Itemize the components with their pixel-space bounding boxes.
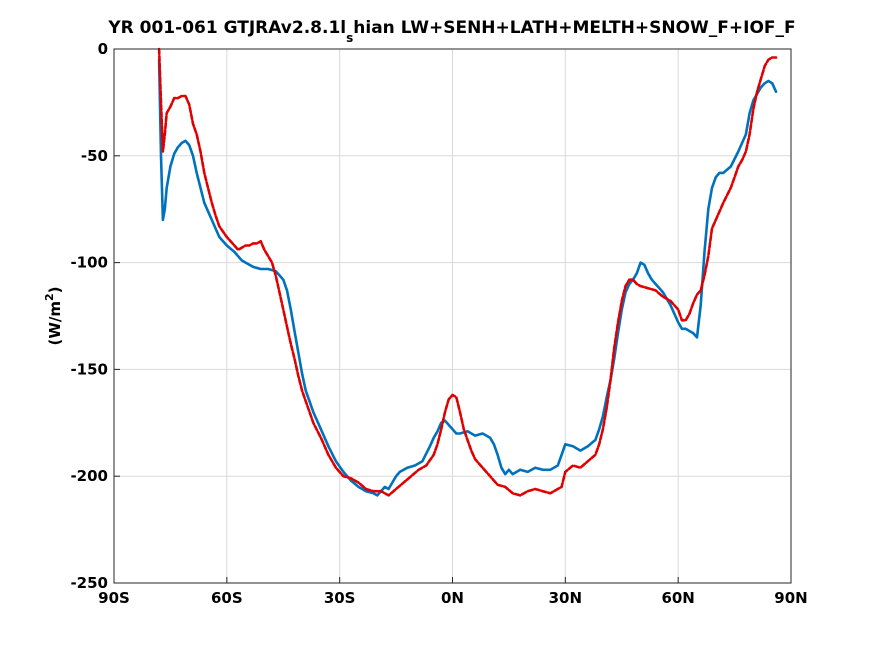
x-tick-label: 30N [549,589,582,607]
y-tick-label: -200 [70,467,108,485]
y-tick-label: -250 [70,574,108,592]
y-tick-label: 0 [98,40,108,58]
series-line-2 [157,47,778,497]
x-tick-label: 30S [324,589,356,607]
x-axis: 90S 60S 30S 0N 30N 60N 90N [98,577,808,607]
y-tick-label: -100 [70,254,108,272]
y-axis-label: (W/m2) [43,286,64,345]
y-tick-label: -150 [70,360,108,378]
plot-area [157,47,778,497]
x-tick-label: 90S [98,589,130,607]
x-tick-label: 60N [661,589,694,607]
x-tick-label: 60S [211,589,243,607]
y-axis: 0 -50 -100 -150 -200 -250 [70,40,120,592]
series-line-1 [157,58,778,497]
y-tick-label: -50 [81,147,108,165]
x-tick-label: 90N [774,589,807,607]
x-tick-label: 0N [441,589,464,607]
chart-title: YR 001-061 GTJRAv2.8.1lshian LW+SENH+LAT… [107,18,795,45]
